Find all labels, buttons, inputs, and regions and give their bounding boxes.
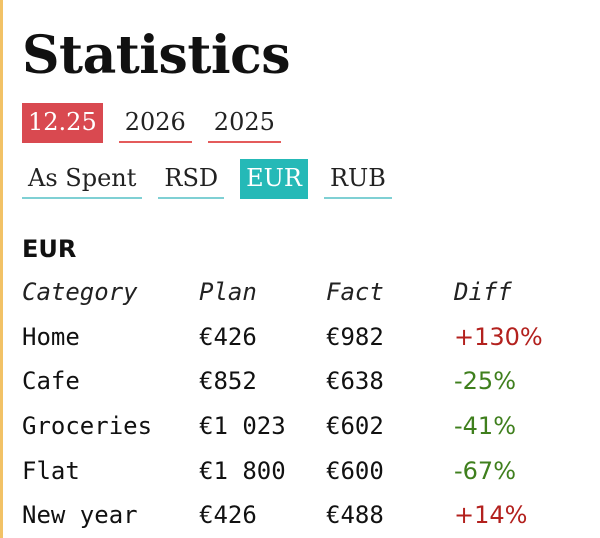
header-plan: Plan [199, 278, 257, 307]
left-accent-rule [0, 0, 3, 538]
cell-fact: €600 [326, 456, 384, 485]
period-tab-2026[interactable]: 2026 [118, 103, 192, 143]
table-row: Home €426 €982 +130% [22, 315, 564, 360]
cell-diff: -25% [454, 367, 517, 396]
cell-diff: +130% [454, 322, 543, 351]
cell-category: Flat [22, 456, 80, 485]
cell-plan: €426 [199, 322, 257, 351]
period-selector: 12.25 2026 2025 [22, 103, 297, 143]
cell-category: Groceries [22, 412, 153, 441]
cell-plan: €1 023 [199, 412, 286, 441]
header-fact: Fact [326, 278, 384, 307]
cell-plan: €426 [199, 501, 257, 530]
header-category: Category [22, 278, 138, 307]
currency-tab-rsd[interactable]: RSD [158, 159, 225, 199]
cell-fact: €602 [326, 412, 384, 441]
cell-category: Home [22, 322, 80, 351]
table-row: Groceries €1 023 €602 -41% [22, 404, 564, 449]
table-header-row: Category Plan Fact Diff [22, 270, 564, 315]
cell-category: Cafe [22, 367, 80, 396]
period-tab-12-25[interactable]: 12.25 [22, 103, 103, 143]
section-title: EUR [22, 235, 77, 263]
currency-tab-rub[interactable]: RUB [323, 159, 392, 199]
currency-selector: As Spent RSD EUR RUB [22, 159, 408, 199]
table-row: New year €426 €488 +14% [22, 493, 564, 538]
cell-fact: €638 [326, 367, 384, 396]
cell-diff: -67% [454, 456, 517, 485]
currency-tab-eur[interactable]: EUR [240, 159, 308, 199]
cell-diff: -41% [454, 412, 517, 441]
table-row: Cafe €852 €638 -25% [22, 359, 564, 404]
currency-tab-as-spent[interactable]: As Spent [22, 159, 143, 199]
table-row: Flat €1 800 €600 -67% [22, 448, 564, 493]
cell-plan: €1 800 [199, 456, 286, 485]
page-title: Statistics [22, 25, 291, 86]
cell-fact: €488 [326, 501, 384, 530]
statistics-table: Category Plan Fact Diff Home €426 €982 +… [22, 270, 564, 538]
cell-plan: €852 [199, 367, 257, 396]
cell-category: New year [22, 501, 138, 530]
cell-fact: €982 [326, 322, 384, 351]
period-tab-2025[interactable]: 2025 [207, 103, 281, 143]
cell-diff: +14% [454, 501, 528, 530]
header-diff: Diff [454, 278, 512, 307]
